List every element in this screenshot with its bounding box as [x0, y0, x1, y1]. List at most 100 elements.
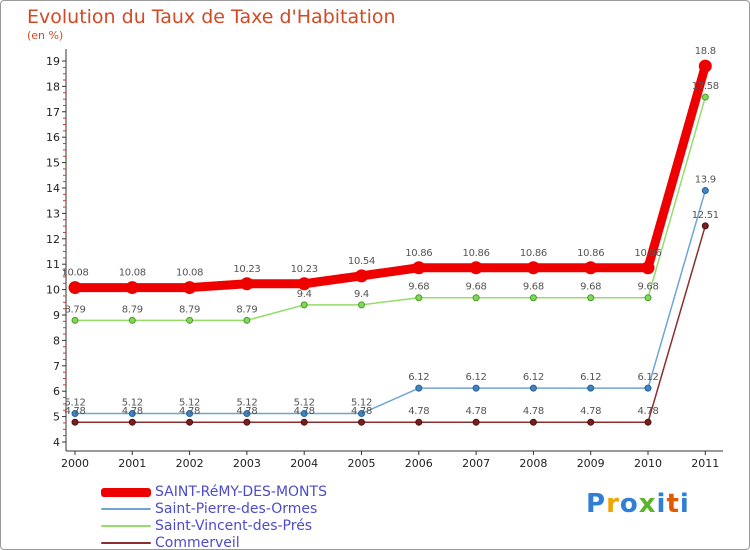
logo-letter: x — [638, 489, 657, 519]
y-tick-label: 17 — [46, 106, 60, 119]
data-point — [529, 418, 537, 426]
data-label: 5.12 — [294, 398, 315, 409]
data-label: 9.68 — [523, 282, 544, 293]
data-point — [186, 316, 194, 324]
y-tick-label: 15 — [46, 157, 60, 170]
data-label: 8.79 — [179, 304, 200, 315]
x-tick-label: 2003 — [233, 457, 261, 470]
data-label: 4.78 — [64, 406, 85, 417]
logo-letter: o — [619, 489, 639, 519]
legend-label: SAINT-RéMY-DES-MONTS — [155, 484, 327, 500]
data-label: 10.08 — [176, 268, 203, 279]
logo-letter: t — [666, 489, 680, 519]
data-point — [584, 261, 598, 275]
legend-swatch — [101, 525, 151, 527]
y-tick-label: 18 — [46, 80, 60, 93]
data-point — [644, 418, 652, 426]
y-tick-label: 12 — [46, 233, 60, 246]
data-label: 13.9 — [695, 175, 716, 186]
data-point — [358, 418, 365, 426]
data-point — [358, 410, 365, 418]
x-tick-label: 2002 — [176, 457, 204, 470]
data-point — [529, 384, 537, 392]
data-point — [128, 418, 136, 426]
data-label: 9.68 — [580, 282, 601, 293]
data-point — [183, 281, 197, 295]
data-label: 4.78 — [580, 406, 601, 417]
legend-label: Commerveil — [155, 535, 240, 550]
data-label: 6.12 — [466, 372, 487, 383]
legend-swatch — [101, 542, 151, 544]
y-tick-label: 11 — [46, 258, 60, 271]
data-label: 4.78 — [466, 406, 487, 417]
y-tick-label: 8 — [53, 334, 60, 347]
y-tick-label: 5 — [53, 411, 60, 424]
data-point — [587, 384, 595, 392]
data-point — [243, 410, 251, 418]
data-label: 10.23 — [291, 264, 318, 275]
proxiti-logo: Proxiti — [586, 489, 690, 519]
x-tick-label: 2008 — [519, 457, 547, 470]
data-label: 10.86 — [463, 248, 490, 259]
data-point — [644, 384, 652, 392]
data-point — [644, 294, 652, 302]
legend-label: Saint-Vincent-des-Prés — [155, 518, 313, 534]
logo-letter: i — [656, 489, 667, 519]
data-point — [186, 418, 194, 426]
y-tick-label: 4 — [53, 436, 60, 449]
data-label: 10.86 — [577, 248, 604, 259]
data-label: 12.51 — [692, 210, 719, 221]
data-label: 10.54 — [348, 256, 375, 267]
data-label: 4.78 — [523, 406, 544, 417]
data-label: 10.23 — [233, 264, 260, 275]
data-point — [526, 261, 540, 275]
data-label: 10.08 — [61, 268, 88, 279]
data-point — [415, 384, 423, 392]
data-point — [469, 261, 483, 275]
data-point — [355, 269, 368, 283]
data-label: 5.12 — [236, 398, 257, 409]
data-point — [71, 418, 79, 426]
data-point — [415, 294, 423, 302]
x-tick-label: 2001 — [118, 457, 146, 470]
data-point — [128, 410, 136, 418]
chart-subtitle: (en %) — [27, 29, 64, 42]
y-tick-label: 6 — [53, 385, 60, 398]
series-line-0 — [70, 61, 710, 293]
data-point — [701, 93, 709, 101]
x-tick-label: 2005 — [348, 457, 376, 470]
x-tick-label: 2006 — [405, 457, 433, 470]
x-tick-label: 2004 — [290, 457, 318, 470]
data-point — [300, 410, 308, 418]
data-point — [300, 418, 308, 426]
data-label: 10.86 — [634, 248, 661, 259]
data-point — [587, 294, 595, 302]
data-label: 9.68 — [408, 282, 429, 293]
data-label: 4.78 — [122, 406, 143, 417]
data-label: 6.12 — [580, 372, 601, 383]
data-point — [300, 301, 308, 309]
y-tick-label: 9 — [53, 309, 60, 322]
logo-letter: r — [606, 489, 620, 519]
data-point — [358, 301, 365, 309]
y-tick-label: 13 — [46, 207, 60, 220]
y-tick-label: 19 — [46, 55, 60, 68]
data-label: 9.68 — [466, 282, 487, 293]
data-label: 6.12 — [523, 372, 544, 383]
series-line-1 — [74, 189, 707, 415]
data-label: 8.79 — [64, 304, 85, 315]
data-label: 4.78 — [179, 406, 200, 417]
data-label: 6.12 — [637, 372, 658, 383]
data-label: 5.12 — [122, 398, 143, 409]
data-label: 5.12 — [351, 398, 372, 409]
data-point — [472, 294, 480, 302]
data-label: 5.12 — [64, 398, 85, 409]
data-label: 9.68 — [637, 282, 658, 293]
x-tick-label: 2010 — [634, 457, 662, 470]
x-tick-label: 2007 — [462, 457, 490, 470]
data-label: 4.78 — [408, 406, 429, 417]
data-point — [71, 316, 79, 324]
data-point — [297, 277, 311, 291]
data-point — [71, 410, 79, 418]
